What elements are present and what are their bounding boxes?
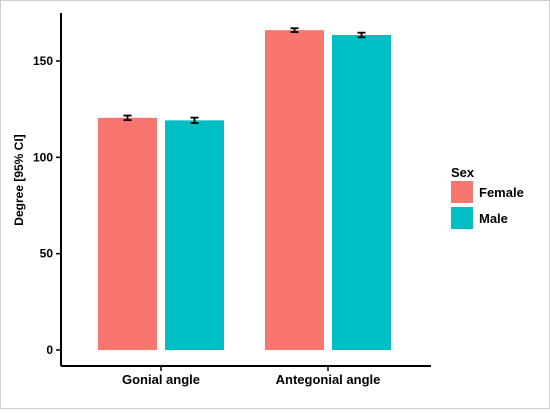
y-tick-label: 150 [33, 54, 53, 68]
error-bar [123, 114, 132, 122]
y-tick-label: 0 [46, 343, 53, 357]
x-tick-label: Gonial angle [122, 372, 200, 387]
legend-item-female: Female [451, 181, 524, 203]
x-tick-label: Antegonial angle [276, 372, 381, 387]
legend-swatch [451, 207, 473, 229]
bar-male-gonial [165, 120, 224, 350]
error-bar [190, 116, 199, 124]
y-tick-label: 100 [33, 150, 53, 164]
legend-swatch [451, 181, 473, 203]
legend-label: Female [479, 185, 524, 200]
legend-label: Male [479, 211, 508, 226]
error-bar [357, 31, 366, 39]
y-tick-label: 50 [40, 247, 54, 261]
bar-female-gonial [98, 117, 157, 350]
legend-title: Sex [451, 165, 475, 180]
y-axis: 0 50 100 150 [33, 13, 62, 366]
legend: Sex Female Male [451, 165, 524, 229]
bar-female-antegonial [265, 30, 324, 350]
x-axis: Gonial angle Antegonial angle [61, 365, 431, 387]
y-axis-title: Degree [95% CI] [12, 134, 26, 225]
plot-area [98, 27, 391, 351]
bar-male-antegonial [332, 34, 391, 351]
legend-item-male: Male [451, 207, 508, 229]
error-bar [290, 27, 299, 34]
